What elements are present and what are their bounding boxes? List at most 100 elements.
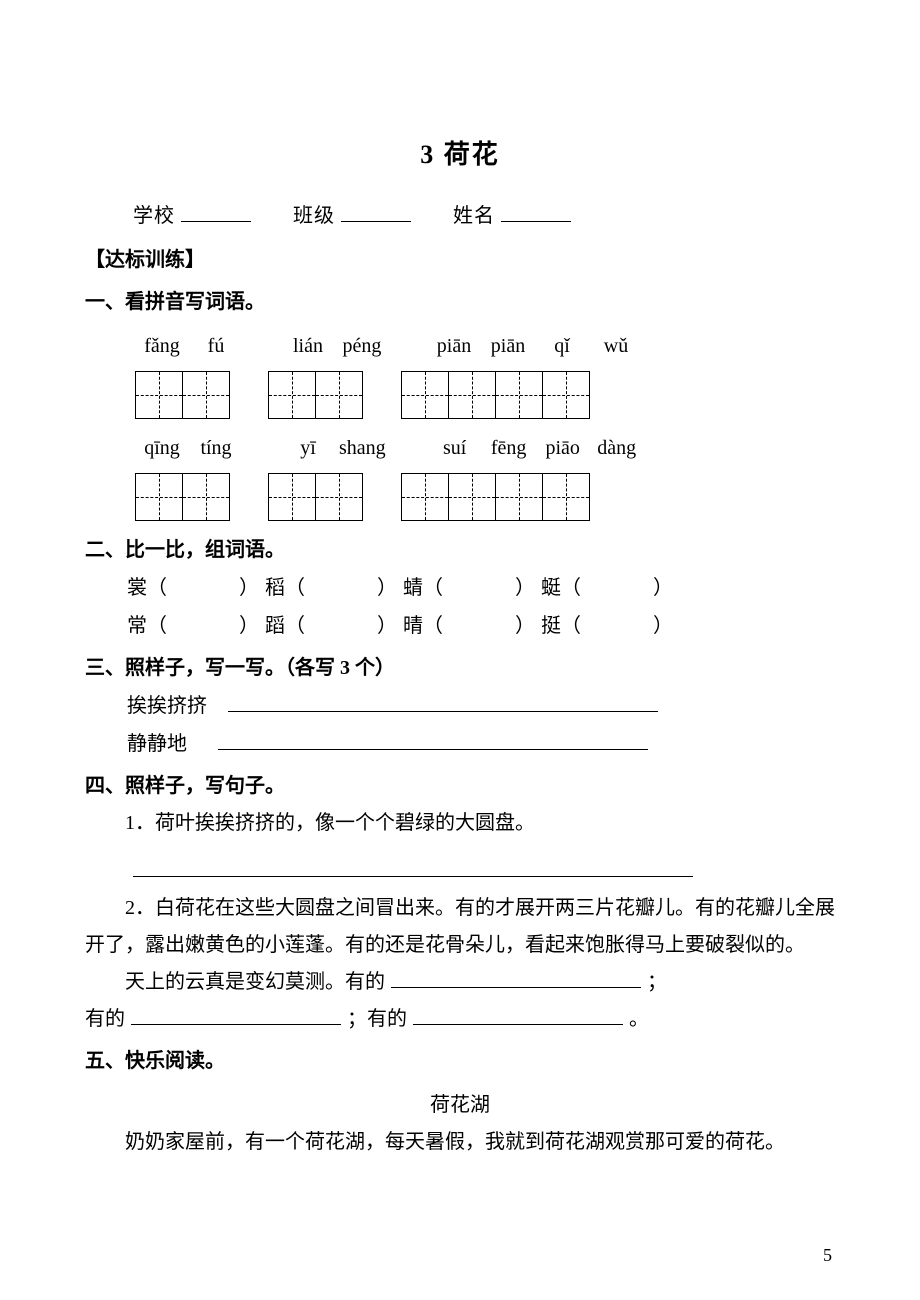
school-label: 学校: [133, 205, 175, 227]
example-word: 挨挨挤挤: [127, 695, 207, 717]
compare-item: 晴（）: [403, 607, 535, 645]
compare-char: 蜓: [541, 569, 561, 607]
char-box[interactable]: [316, 474, 362, 520]
compare-char: 挺: [541, 607, 561, 645]
compare-char: 常: [127, 607, 147, 645]
pinyin-row-1: fǎng fú lián péng piān piān qǐ wǔ: [85, 327, 835, 365]
answer-line[interactable]: [413, 1004, 623, 1025]
name-label: 姓名: [453, 205, 495, 227]
sentence-example-2: 2．白荷花在这些大圆盘之间冒出来。有的才展开两三片花瓣儿。有的花瓣儿全展开了，露…: [85, 890, 835, 964]
cloze-text: 天上的云真是变幻莫测。有的: [125, 971, 385, 993]
char-box-group[interactable]: [135, 473, 230, 521]
pinyin-syllable: piāo: [536, 429, 590, 467]
page-number: 5: [823, 1245, 832, 1266]
char-box[interactable]: [543, 474, 589, 520]
compare-item: 常（）: [127, 607, 259, 645]
pinyin-group: lián péng: [281, 327, 389, 365]
example-line: 挨挨挤挤: [85, 687, 835, 725]
char-box-group[interactable]: [268, 371, 363, 419]
pinyin-syllable: tíng: [189, 429, 243, 467]
pinyin-syllable: fǎng: [135, 327, 189, 365]
compare-item: 裳（）: [127, 569, 259, 607]
compare-char: 裳: [127, 569, 147, 607]
compare-item: 蜻（）: [403, 569, 535, 607]
compare-item: 稻（）: [265, 569, 397, 607]
section-4-heading: 四、照样子，写句子。: [85, 767, 835, 805]
char-boxes-row-1: [85, 371, 835, 419]
char-box[interactable]: [316, 372, 362, 418]
answer-line[interactable]: [218, 729, 648, 750]
cloze-text: 有的: [85, 1008, 125, 1030]
class-blank[interactable]: [341, 201, 411, 222]
pinyin-row-2: qīng tíng yī shang suí fēng piāo dàng: [85, 429, 835, 467]
section-1-heading: 一、看拼音写词语。: [85, 283, 835, 321]
char-box-group[interactable]: [401, 371, 590, 419]
cloze-text: ；有的: [347, 1008, 407, 1030]
answer-line-wrap: [85, 842, 835, 890]
pinyin-syllable: fú: [189, 327, 243, 365]
pinyin-group: fǎng fú: [135, 327, 243, 365]
reading-paragraph: 奶奶家屋前，有一个荷花湖，每天暑假，我就到荷花湖观赏那可爱的荷花。: [85, 1124, 835, 1161]
char-box[interactable]: [136, 372, 183, 418]
char-box[interactable]: [269, 372, 316, 418]
student-info-line: 学校 班级 姓名: [85, 197, 835, 235]
pinyin-syllable: lián: [281, 327, 335, 365]
pinyin-syllable: piān: [481, 327, 535, 365]
sentence-example-1: 1．荷叶挨挨挤挤的，像一个个碧绿的大圆盘。: [85, 805, 835, 842]
answer-line[interactable]: [228, 691, 658, 712]
char-box-group[interactable]: [135, 371, 230, 419]
page-title: 3 荷花: [85, 130, 835, 179]
section-5-heading: 五、快乐阅读。: [85, 1042, 835, 1080]
char-box[interactable]: [136, 474, 183, 520]
char-box[interactable]: [402, 372, 449, 418]
char-box-group[interactable]: [401, 473, 590, 521]
answer-line[interactable]: [131, 1004, 341, 1025]
char-box[interactable]: [449, 474, 496, 520]
compare-char: 蜻: [403, 569, 423, 607]
compare-item: 蜓（）: [541, 569, 673, 607]
pinyin-group: yī shang: [281, 429, 390, 467]
answer-line[interactable]: [133, 856, 693, 877]
char-box[interactable]: [496, 474, 543, 520]
worksheet-page: 3 荷花 学校 班级 姓名 【达标训练】 一、看拼音写词语。 fǎng fú l…: [0, 0, 920, 1201]
example-line: 静静地: [85, 725, 835, 763]
char-box[interactable]: [496, 372, 543, 418]
pinyin-syllable: shang: [335, 429, 390, 467]
pinyin-syllable: péng: [335, 327, 389, 365]
compare-char: 蹈: [265, 607, 285, 645]
school-blank[interactable]: [181, 201, 251, 222]
pinyin-group: qīng tíng: [135, 429, 243, 467]
pinyin-syllable: piān: [427, 327, 481, 365]
example-word: 静静地: [127, 733, 187, 755]
char-box[interactable]: [402, 474, 449, 520]
pinyin-syllable: dàng: [590, 429, 644, 467]
section-3-heading: 三、照样子，写一写。（各写 3 个）: [85, 649, 835, 687]
compare-item: 蹈（）: [265, 607, 397, 645]
char-box[interactable]: [183, 372, 229, 418]
name-blank[interactable]: [501, 201, 571, 222]
pinyin-group: suí fēng piāo dàng: [428, 429, 644, 467]
pinyin-syllable: fēng: [482, 429, 536, 467]
compare-row: 裳（） 稻（） 蜻（） 蜓（）: [85, 569, 835, 607]
compare-row: 常（） 蹈（） 晴（） 挺（）: [85, 607, 835, 645]
char-boxes-row-2: [85, 473, 835, 521]
pinyin-syllable: wǔ: [589, 327, 643, 365]
char-box[interactable]: [449, 372, 496, 418]
char-box[interactable]: [269, 474, 316, 520]
section-2-heading: 二、比一比，组词语。: [85, 531, 835, 569]
char-box[interactable]: [543, 372, 589, 418]
reading-title: 荷花湖: [85, 1086, 835, 1124]
compare-char: 晴: [403, 607, 423, 645]
cloze-prompt: 有的；有的。: [85, 1001, 835, 1038]
compare-char: 稻: [265, 569, 285, 607]
char-box-group[interactable]: [268, 473, 363, 521]
pinyin-syllable: qǐ: [535, 327, 589, 365]
compare-item: 挺（）: [541, 607, 673, 645]
training-header: 【达标训练】: [85, 241, 835, 279]
char-box[interactable]: [183, 474, 229, 520]
answer-line[interactable]: [391, 967, 641, 988]
cloze-prompt: 天上的云真是变幻莫测。有的；: [85, 964, 835, 1001]
pinyin-syllable: qīng: [135, 429, 189, 467]
pinyin-group: piān piān qǐ wǔ: [427, 327, 643, 365]
pinyin-syllable: suí: [428, 429, 482, 467]
